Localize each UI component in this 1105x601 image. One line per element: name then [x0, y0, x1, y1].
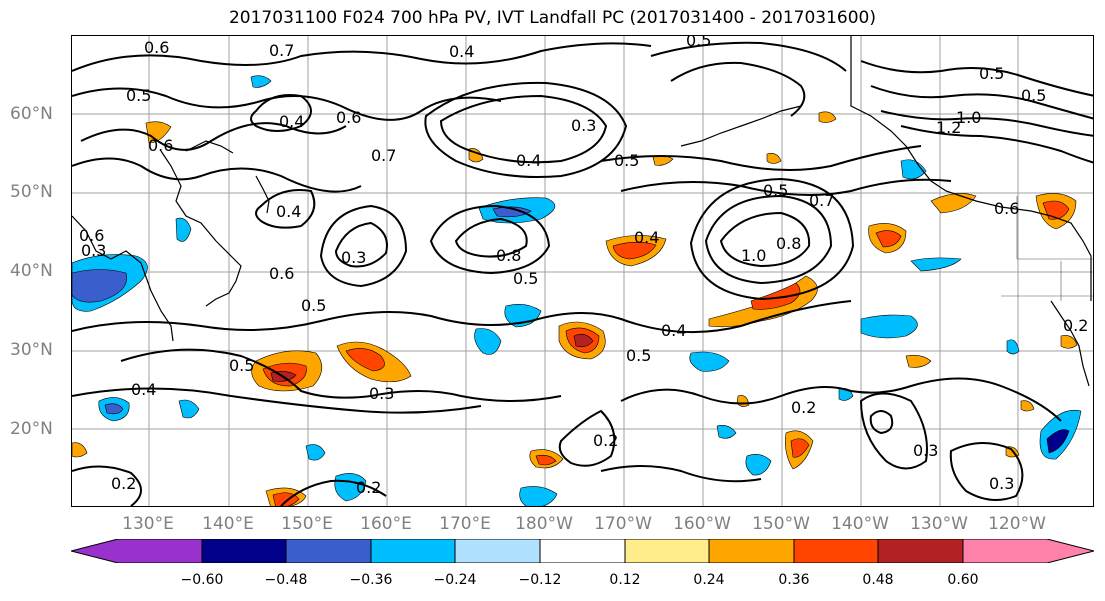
lat-label-60n: 60°N — [10, 104, 53, 124]
map-panel[interactable]: 0.6 0.7 0.4 0.5 0.5 0.6 0.4 0.6 0.3 0.7 … — [71, 35, 1094, 507]
contour-label: 0.5 — [614, 151, 639, 170]
lon-label-150e: 150°E — [281, 514, 333, 534]
lat-label-50n: 50°N — [10, 182, 53, 202]
contour-label: 0.7 — [269, 41, 294, 60]
colorbar-segment — [201, 539, 287, 563]
lon-label-160e: 160°E — [360, 514, 412, 534]
contour-label: 0.4 — [279, 112, 304, 131]
contour-label: 0.3 — [369, 384, 394, 403]
colorbar-tick: 0.24 — [693, 572, 725, 588]
colorbar-segment — [71, 539, 203, 563]
contour-label: 0.2 — [111, 474, 136, 493]
lon-label-130e: 130°E — [122, 514, 174, 534]
contour-label: 0.2 — [1063, 316, 1088, 335]
lon-label-180w: 180°W — [515, 514, 573, 534]
lon-label-150w: 150°W — [752, 514, 810, 534]
contour-label: 0.2 — [356, 478, 381, 497]
contour-label: 1.0 — [741, 246, 766, 265]
colorbar-segment — [624, 539, 710, 563]
lon-label-160w: 160°W — [673, 514, 731, 534]
contour-label: 0.8 — [496, 246, 521, 265]
contour-label: 0.5 — [301, 296, 326, 315]
lon-label-170e: 170°E — [439, 514, 491, 534]
colorbar-tick: 0.12 — [609, 572, 641, 588]
contour-label: 0.7 — [371, 146, 396, 165]
contour-label: 0.3 — [341, 248, 366, 267]
pv-contours — [72, 41, 1093, 506]
contour-label: 0.4 — [449, 42, 474, 61]
contour-label: 0.2 — [791, 398, 816, 417]
contour-label: 0.6 — [144, 38, 169, 57]
colorbar-tick: −0.60 — [180, 572, 224, 588]
contour-label: 0.5 — [513, 269, 538, 288]
colorbar-tick: −0.36 — [349, 572, 393, 588]
colorbar-tick: −0.48 — [264, 572, 308, 588]
colorbar-tick: 0.36 — [778, 572, 810, 588]
colorbar-tick: −0.12 — [518, 572, 562, 588]
contour-label: 0.6 — [994, 199, 1019, 218]
contour-label: 0.8 — [776, 234, 801, 253]
lat-label-40n: 40°N — [10, 261, 53, 281]
contour-label: 0.3 — [571, 116, 596, 135]
contour-label: 0.5 — [979, 64, 1004, 83]
colorbar-segment — [285, 539, 372, 563]
contour-label: 0.6 — [269, 264, 294, 283]
colorbar-segment — [454, 539, 541, 563]
contour-label: 0.4 — [661, 321, 686, 340]
colorbar-segment — [370, 539, 456, 563]
contour-label: 1.2 — [936, 118, 961, 137]
coastlines — [72, 36, 1093, 387]
contour-label: 0.6 — [336, 108, 361, 127]
contour-label: 0.5 — [626, 346, 651, 365]
colorbar-segment — [877, 539, 964, 563]
ivt-shading — [72, 75, 1082, 506]
colorbar-segment — [708, 539, 795, 563]
map-title: 2017031100 F024 700 hPa PV, IVT Landfall… — [228, 8, 876, 28]
contour-label: 0.6 — [148, 136, 173, 155]
colorbar-segment — [962, 539, 1094, 563]
contour-label: 0.4 — [276, 202, 301, 221]
contour-label: 0.4 — [634, 228, 659, 247]
lon-label-170w: 170°W — [594, 514, 652, 534]
lon-label-130w: 130°W — [910, 514, 968, 534]
lon-label-140w: 140°W — [831, 514, 889, 534]
contour-label: 0.5 — [1021, 86, 1046, 105]
contour-label: 0.5 — [686, 36, 711, 50]
contour-label: 0.2 — [593, 431, 618, 450]
colorbar-tick: 0.60 — [947, 572, 979, 588]
contour-label: 0.6 — [79, 226, 104, 245]
contour-label: 0.3 — [81, 241, 106, 260]
colorbar-tick: 0.48 — [862, 572, 894, 588]
lat-label-20n: 20°N — [10, 419, 53, 439]
contour-label: 0.4 — [516, 151, 541, 170]
colorbar-tick: −0.24 — [433, 572, 477, 588]
lon-label-120w: 120°W — [988, 514, 1046, 534]
contour-label: 0.5 — [126, 86, 151, 105]
map-canvas: 0.6 0.7 0.4 0.5 0.5 0.6 0.4 0.6 0.3 0.7 … — [72, 36, 1093, 506]
colorbar-segment — [793, 539, 879, 563]
contour-label: 0.3 — [989, 474, 1014, 493]
lon-label-140e: 140°E — [202, 514, 254, 534]
gridlines — [72, 36, 1093, 506]
contour-label: 0.5 — [763, 181, 788, 200]
contour-label: 0.7 — [809, 191, 834, 210]
contour-label: 1.0 — [956, 108, 981, 127]
contour-label: 0.5 — [229, 356, 254, 375]
lat-label-30n: 30°N — [10, 340, 53, 360]
contour-labels: 0.6 0.7 0.4 0.5 0.5 0.6 0.4 0.6 0.3 0.7 … — [79, 36, 1088, 497]
contour-label: 0.3 — [913, 441, 938, 460]
colorbar — [71, 539, 1094, 563]
contour-label: 0.4 — [131, 380, 156, 399]
colorbar-segment — [539, 539, 626, 563]
